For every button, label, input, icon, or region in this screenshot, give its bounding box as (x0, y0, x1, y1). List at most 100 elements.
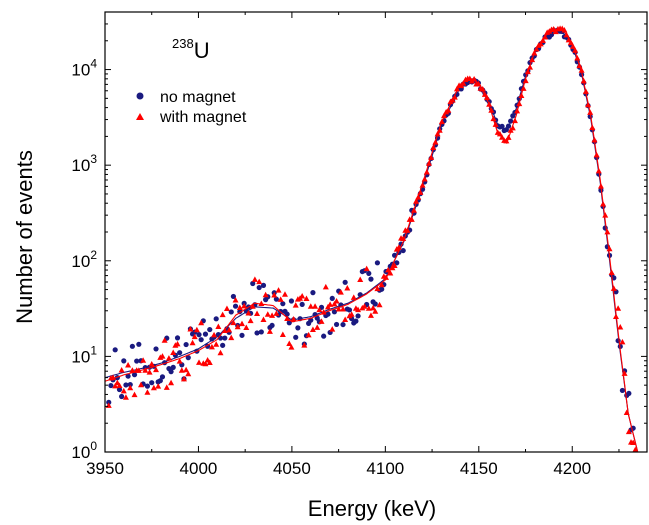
data-point-no-magnet (123, 382, 129, 388)
data-point-with-magnet (630, 439, 637, 446)
data-point-no-magnet (119, 393, 125, 400)
data-point-with-magnet (112, 382, 119, 389)
data-point-with-magnet (372, 308, 379, 314)
data-point-with-magnet (247, 317, 254, 324)
legend-marker-no-magnet (136, 92, 144, 100)
data-point-with-magnet (165, 355, 172, 361)
data-point-with-magnet (266, 328, 273, 334)
legend-label-with-magnet: with magnet (159, 109, 247, 126)
data-point-with-magnet (281, 291, 288, 297)
data-point-with-magnet (363, 265, 370, 272)
isotope-mass: 238 (172, 36, 194, 51)
data-point-with-magnet (610, 285, 617, 291)
x-tick-label: 4000 (180, 459, 218, 478)
data-point-with-magnet (617, 323, 624, 330)
data-point-with-magnet (238, 320, 245, 327)
data-point-with-magnet (382, 274, 389, 280)
data-point-no-magnet (230, 293, 236, 300)
data-point-no-magnet (286, 320, 292, 326)
data-point-no-magnet (284, 311, 290, 317)
data-point-with-magnet (137, 381, 144, 388)
data-point-no-magnet (626, 390, 632, 397)
data-point-no-magnet (144, 383, 151, 389)
data-point-with-magnet (305, 331, 312, 338)
data-point-no-magnet (136, 341, 142, 347)
data-point-with-magnet (376, 301, 383, 308)
y-tick-exp: 1 (90, 343, 97, 357)
data-point-with-magnet (378, 281, 385, 288)
data-point-with-magnet (150, 384, 157, 391)
data-point-no-magnet (340, 321, 346, 328)
data-point-with-magnet (604, 228, 611, 235)
data-point-no-magnet (372, 301, 378, 307)
data-point-with-magnet (561, 26, 568, 33)
data-point-with-magnet (131, 391, 138, 398)
x-tick-label: 4100 (366, 459, 404, 478)
data-point-no-magnet (157, 378, 163, 384)
data-point-with-magnet (122, 394, 129, 400)
data-point-with-magnet (365, 305, 372, 311)
data-point-with-magnet (146, 369, 153, 375)
data-point-with-magnet (337, 289, 344, 295)
data-point-with-magnet (178, 367, 185, 373)
data-point-with-magnet (503, 137, 510, 144)
data-point-with-magnet (340, 306, 347, 312)
data-point-no-magnet (153, 346, 159, 352)
data-point-with-magnet (344, 284, 351, 291)
legend: no magnet with magnet (136, 89, 247, 126)
data-point-with-magnet (273, 310, 280, 316)
y-tick-label: 100 (71, 439, 97, 462)
data-point-with-magnet (492, 121, 499, 127)
data-point-with-magnet (327, 301, 334, 307)
data-point-no-magnet (196, 332, 202, 338)
data-point-with-magnet (208, 343, 215, 350)
data-point-with-magnet (174, 340, 181, 347)
data-point-with-magnet (243, 324, 250, 331)
data-point-with-magnet (176, 358, 183, 364)
data-point-with-magnet (277, 296, 284, 302)
data-point-with-magnet (357, 276, 364, 282)
data-point-with-magnet (331, 300, 338, 307)
data-point-with-magnet (309, 326, 316, 333)
data-point-no-magnet (127, 381, 133, 388)
data-point-with-magnet (275, 287, 282, 293)
data-point-no-magnet (295, 325, 301, 331)
x-tick-label: 4150 (460, 459, 498, 478)
data-point-no-magnet (400, 247, 406, 254)
data-point-with-magnet (606, 245, 613, 252)
y-tick-label: 101 (71, 343, 97, 366)
data-point-no-magnet (129, 343, 135, 349)
series-no-magnet (104, 27, 639, 453)
data-point-no-magnet (256, 284, 262, 291)
y-tick-exp: 2 (90, 248, 97, 262)
data-point-no-magnet (260, 282, 267, 288)
data-point-no-magnet (134, 358, 140, 364)
data-point-with-magnet (249, 303, 256, 309)
data-point-with-magnet (316, 306, 323, 313)
data-point-no-magnet (174, 335, 181, 341)
data-point-no-magnet (331, 309, 338, 315)
data-point-no-magnet (310, 289, 316, 296)
data-point-no-magnet (366, 270, 372, 277)
x-tick-label: 4050 (273, 459, 311, 478)
data-point-with-magnet (241, 302, 248, 309)
data-point-no-magnet (170, 364, 176, 370)
data-point-with-magnet (329, 326, 336, 332)
data-point-with-magnet (312, 303, 319, 309)
data-point-with-magnet (348, 311, 355, 317)
data-point-with-magnet (228, 334, 235, 341)
data-point-with-magnet (271, 291, 278, 298)
data-point-with-magnet (299, 292, 306, 299)
data-point-no-magnet (374, 260, 381, 266)
data-point-with-magnet (387, 269, 394, 276)
data-point-with-magnet (413, 198, 420, 204)
series-with-magnet (104, 25, 639, 453)
data-point-with-magnet (318, 318, 325, 324)
data-point-no-magnet (269, 322, 275, 329)
data-point-with-magnet (269, 312, 276, 318)
data-point-with-magnet (189, 339, 196, 346)
data-point-no-magnet (131, 372, 138, 378)
data-point-with-magnet (314, 324, 321, 330)
data-point-with-magnet (322, 283, 329, 290)
